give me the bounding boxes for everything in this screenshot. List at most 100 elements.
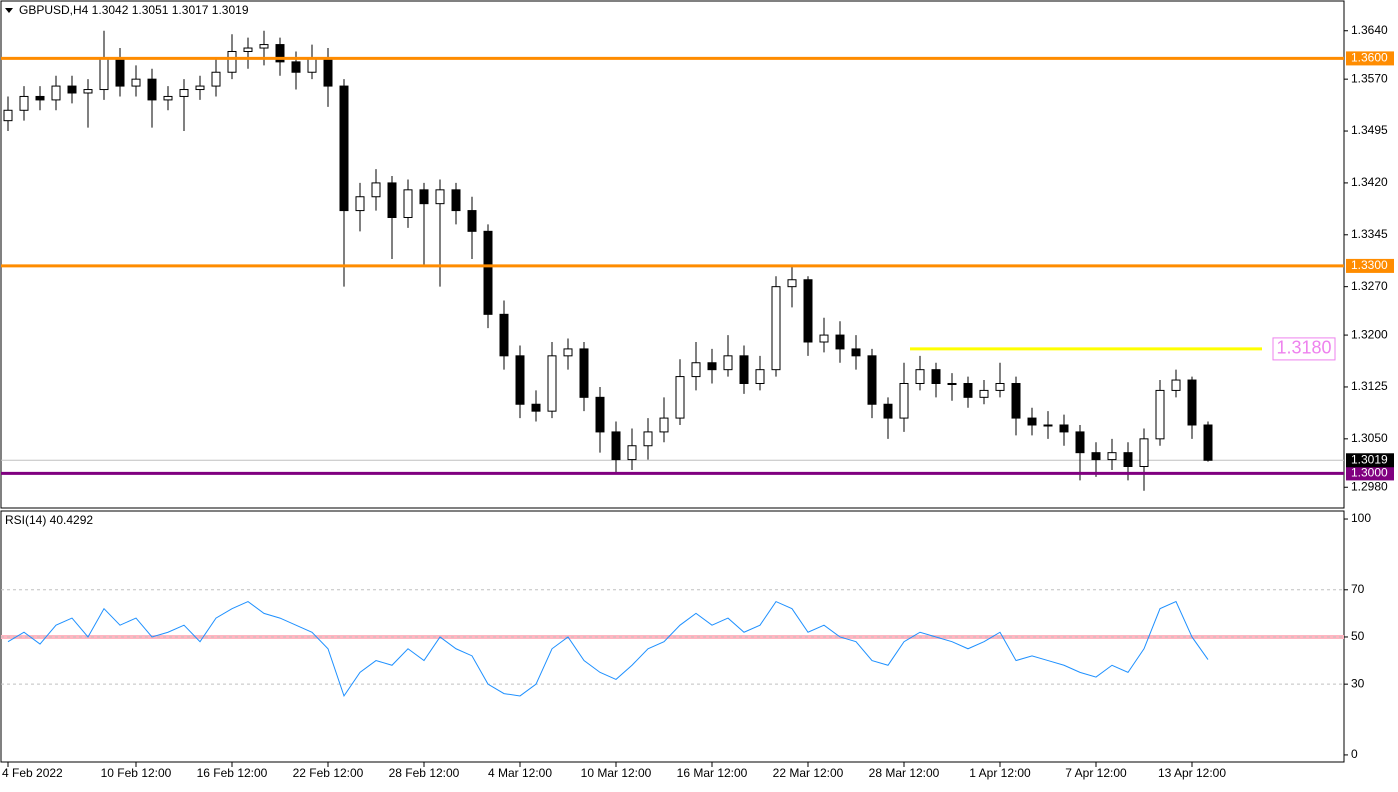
candle-body xyxy=(99,57,109,91)
candle-body xyxy=(19,95,29,111)
candle-body xyxy=(243,47,253,52)
level-label: 1.3600 xyxy=(1351,51,1388,65)
candle-body xyxy=(339,85,349,212)
candle-body xyxy=(1011,382,1021,419)
candle-body xyxy=(163,95,173,101)
y-tick-label: 1.3270 xyxy=(1351,279,1388,293)
last-price-box xyxy=(1346,453,1394,468)
candle-body xyxy=(947,382,957,385)
x-tick-label: 1 Apr 12:00 xyxy=(969,766,1031,780)
candle-body xyxy=(1043,424,1053,427)
candle-body xyxy=(291,61,301,73)
y-tick-label: 30 xyxy=(1351,676,1365,690)
candle-body xyxy=(259,44,269,49)
level-label-box xyxy=(1346,51,1394,66)
y-tick-label: 1.3050 xyxy=(1351,431,1388,445)
candle-body xyxy=(1027,417,1037,426)
candle-body xyxy=(787,279,797,288)
candle-body xyxy=(1091,452,1101,461)
candle-body xyxy=(227,50,237,73)
candle-body xyxy=(371,182,381,198)
menu-arrow[interactable] xyxy=(5,8,13,13)
candle-body xyxy=(51,85,61,101)
candle-body xyxy=(275,44,285,63)
y-tick-label: 0 xyxy=(1351,747,1358,761)
candle-body xyxy=(611,431,621,461)
candle-body xyxy=(115,57,125,87)
y-tick-label: 1.3495 xyxy=(1351,123,1388,137)
candle-body xyxy=(1171,379,1181,391)
candle-body xyxy=(707,362,717,371)
candle-body xyxy=(659,417,669,433)
y-tick-label: 50 xyxy=(1351,629,1365,643)
candle-body xyxy=(355,196,365,212)
candle-body xyxy=(83,89,93,94)
candle-body xyxy=(755,369,765,384)
level-label-box xyxy=(1272,337,1336,361)
candle-body xyxy=(211,71,221,87)
candle-body xyxy=(851,348,861,357)
y-tick-label: 1.3125 xyxy=(1351,379,1388,393)
candle-body xyxy=(323,57,333,87)
candle-body xyxy=(435,189,445,205)
candle-body xyxy=(867,355,877,405)
candle-body xyxy=(819,334,829,343)
candle-body xyxy=(307,57,317,73)
candle-body xyxy=(483,230,493,315)
candle-body xyxy=(195,85,205,91)
y-tick-label: 1.3345 xyxy=(1351,227,1388,241)
candle-body xyxy=(643,431,653,447)
candle-body xyxy=(547,355,557,412)
x-tick-label: 22 Mar 12:00 xyxy=(773,766,844,780)
x-tick-label: 4 Feb 2022 xyxy=(2,766,63,780)
candle-body xyxy=(915,369,925,384)
candle-body xyxy=(739,355,749,384)
x-tick-label: 4 Mar 12:00 xyxy=(488,766,552,780)
candle-body xyxy=(691,362,701,378)
candle-body xyxy=(1187,379,1197,426)
last-price-label: 1.3019 xyxy=(1351,452,1388,466)
candle-body xyxy=(403,189,413,218)
candle-body xyxy=(835,334,845,350)
x-tick-label: 22 Feb 12:00 xyxy=(293,766,364,780)
rsi-title: RSI(14) 40.4292 xyxy=(5,513,93,527)
y-tick-label: 70 xyxy=(1351,582,1365,596)
y-tick-label: 1.2980 xyxy=(1351,479,1388,493)
x-tick-label: 10 Feb 12:00 xyxy=(101,766,172,780)
level-label-box xyxy=(1346,258,1394,273)
rsi-line xyxy=(7,600,1209,698)
candle-body xyxy=(387,182,397,218)
candle-body xyxy=(803,279,813,343)
candle-body xyxy=(883,403,893,419)
candle-body xyxy=(579,348,589,398)
y-tick-label: 1.3640 xyxy=(1351,23,1388,37)
price-panel xyxy=(0,0,1345,509)
candle-body xyxy=(995,382,1005,391)
chart-title: GBPUSD,H4 1.3042 1.3051 1.3017 1.3019 xyxy=(19,3,249,17)
candle-body xyxy=(1155,389,1165,440)
candle-body xyxy=(419,189,429,205)
candle-body xyxy=(3,109,13,122)
candle-body xyxy=(563,348,573,357)
candle-body xyxy=(499,313,509,357)
candle-body xyxy=(723,355,733,371)
candle-body xyxy=(627,445,637,461)
candle-body xyxy=(675,376,685,419)
level-label: 1.3300 xyxy=(1351,258,1388,272)
candle-body xyxy=(931,369,941,384)
x-tick-label: 13 Apr 12:00 xyxy=(1158,766,1226,780)
candle-body xyxy=(35,95,45,101)
candle-body xyxy=(1107,452,1117,461)
x-tick-label: 16 Feb 12:00 xyxy=(197,766,268,780)
x-tick-label: 7 Apr 12:00 xyxy=(1065,766,1127,780)
y-tick-label: 1.3200 xyxy=(1351,327,1388,341)
candle-body xyxy=(1075,431,1085,454)
candle-body xyxy=(515,355,525,405)
y-tick-label: 100 xyxy=(1351,511,1371,525)
candle-body xyxy=(131,78,141,87)
candle-body xyxy=(771,286,781,371)
candle-body xyxy=(1139,438,1149,467)
level-label: 1.3180 xyxy=(1276,338,1331,358)
level-label-box xyxy=(1346,466,1394,481)
